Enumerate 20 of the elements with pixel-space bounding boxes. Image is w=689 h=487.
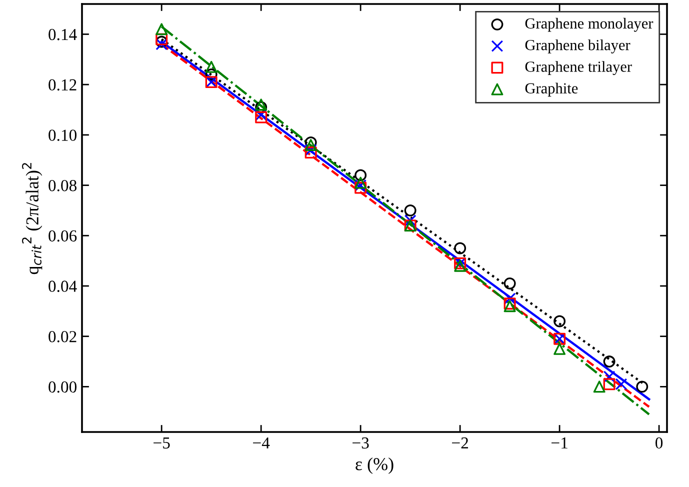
x-axis-title: ε (%) <box>356 458 394 474</box>
y-tick-label: 0.04 <box>48 280 77 292</box>
legend-label: Graphene monolayer <box>525 18 654 32</box>
y-tick-label: 0.14 <box>48 28 77 40</box>
y-tick-label: 0.10 <box>48 130 77 141</box>
y-tick-label: 0.12 <box>48 79 76 91</box>
legend-label: Graphene bilayer <box>525 39 630 54</box>
y-tick-label: 0.00 <box>48 381 77 393</box>
x-tick-label: −3 <box>352 437 369 449</box>
x-tick-label: −1 <box>552 437 568 448</box>
x-tick-label: 0 <box>656 437 663 449</box>
legend-label: Graphene trilayer <box>525 61 632 75</box>
y-tick-label: 0.06 <box>48 230 77 242</box>
legend-label: Graphite <box>525 82 578 97</box>
y-axis-title: q$_{crit}$$^{2}$ (2π/alat)$^{2}$ <box>22 163 42 274</box>
x-tick-label: −2 <box>452 437 468 448</box>
x-tick-label: −4 <box>253 437 270 448</box>
y-tick-label: 0.08 <box>48 180 77 192</box>
x-tick-label: −5 <box>154 438 170 449</box>
y-tick-label: 0.02 <box>48 331 76 342</box>
